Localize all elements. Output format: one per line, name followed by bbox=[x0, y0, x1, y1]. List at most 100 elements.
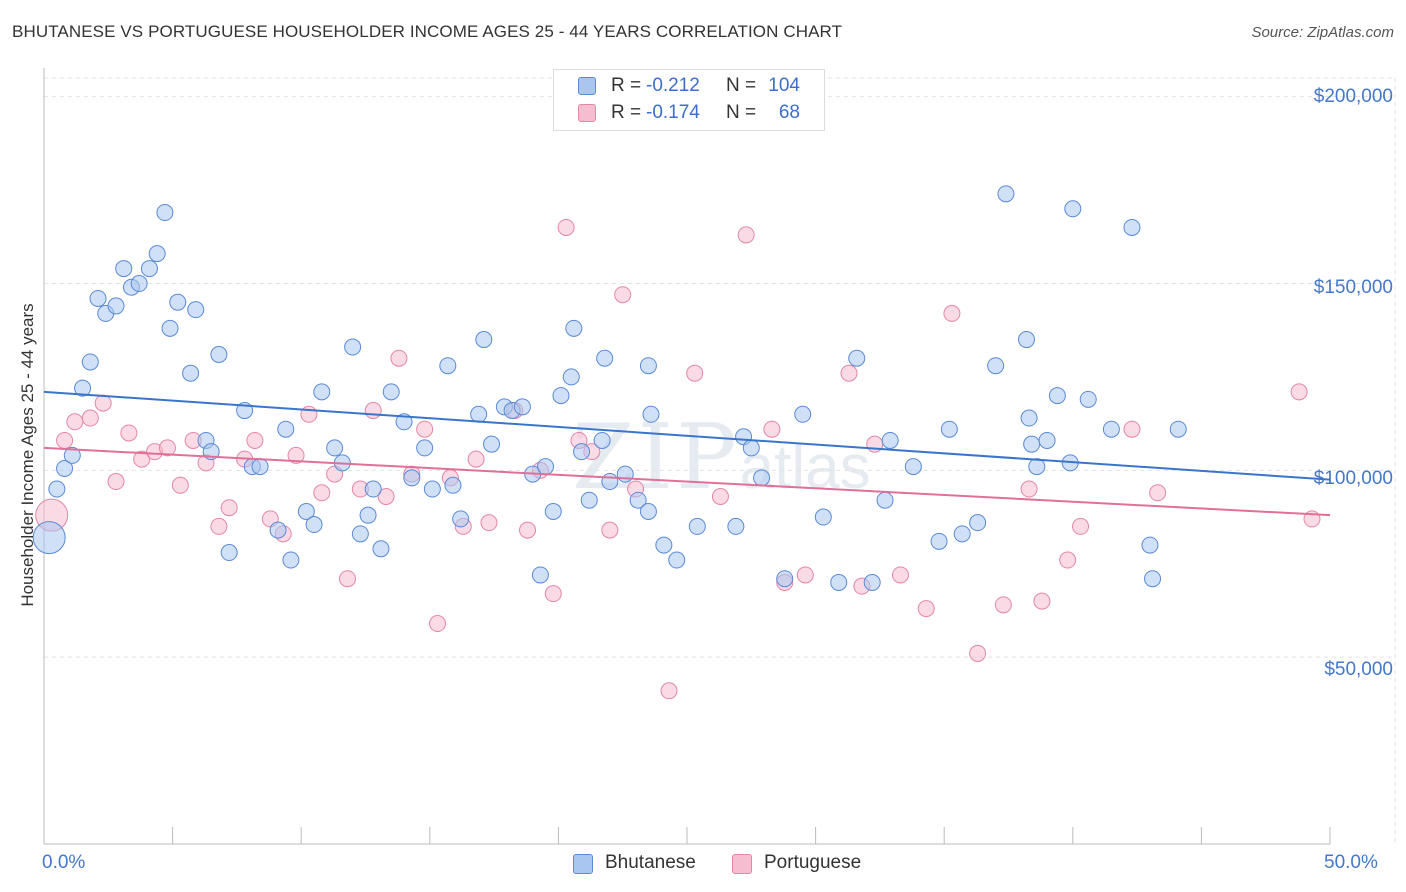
bhutanese-point bbox=[313, 383, 331, 401]
portuguese-point bbox=[56, 431, 74, 449]
source-credit: Source: ZipAtlas.com bbox=[1251, 24, 1394, 41]
y-tick-label-150k: $150,000 bbox=[1313, 277, 1393, 298]
portuguese-point bbox=[544, 585, 562, 603]
stats-n-value-portuguese: 68 bbox=[778, 102, 800, 123]
portuguese-point bbox=[220, 499, 238, 517]
legend-label-portuguese: Portuguese bbox=[764, 852, 862, 873]
bhutanese-point bbox=[364, 480, 382, 498]
portuguese-point bbox=[1149, 484, 1167, 502]
stats-r-label: R = bbox=[611, 102, 642, 123]
bhutanese-point bbox=[580, 491, 598, 509]
bhutanese-point bbox=[552, 387, 570, 405]
bhutanese-point bbox=[544, 502, 562, 520]
bhutanese-point bbox=[470, 405, 488, 423]
portuguese-point bbox=[994, 596, 1012, 614]
portuguese-point bbox=[107, 473, 125, 491]
stats-r-value-bhutanese: -0.212 bbox=[646, 75, 700, 96]
bhutanese-point bbox=[444, 476, 462, 494]
bhutanese-point bbox=[688, 517, 706, 535]
bhutanese-point bbox=[565, 319, 583, 337]
y-tick-label-200k: $200,000 bbox=[1313, 86, 1393, 107]
trend-lines bbox=[43, 390, 1331, 517]
bhutanese-point bbox=[282, 551, 300, 569]
bhutanese-point bbox=[475, 331, 493, 349]
bhutanese-point bbox=[1079, 390, 1097, 408]
bhutanese-point bbox=[876, 491, 894, 509]
portuguese-point bbox=[519, 521, 537, 539]
bhutanese-point bbox=[372, 540, 390, 558]
portuguese-point bbox=[840, 364, 858, 382]
watermark-zip: ZIP bbox=[572, 405, 740, 510]
portuguese-point bbox=[1072, 517, 1090, 535]
bhutanese-point bbox=[1038, 431, 1056, 449]
correlation-stats-box: R = -0.212 N = 104 R = -0.174 N = 68 bbox=[553, 69, 825, 131]
portuguese-point bbox=[81, 409, 99, 427]
bhutanese-point bbox=[210, 346, 228, 364]
bhutanese-point bbox=[639, 357, 657, 375]
bhutanese-point bbox=[1018, 331, 1036, 349]
legend-label-bhutanese: Bhutanese bbox=[605, 852, 696, 873]
portuguese-point bbox=[467, 450, 485, 468]
bhutanese-point bbox=[63, 446, 81, 464]
portuguese-point bbox=[686, 364, 704, 382]
portuguese-point bbox=[390, 349, 408, 367]
portuguese-point bbox=[891, 566, 909, 584]
portuguese-points bbox=[35, 218, 1321, 700]
portuguese-point bbox=[1020, 480, 1038, 498]
bhutanese-point bbox=[81, 353, 99, 371]
portuguese-point bbox=[1123, 420, 1141, 438]
portuguese-point bbox=[614, 286, 632, 304]
stats-r-value-portuguese: -0.174 bbox=[646, 102, 700, 123]
bhutanese-swatch bbox=[578, 77, 596, 95]
portuguese-point bbox=[133, 450, 151, 468]
chart-title: BHUTANESE VS PORTUGUESE HOUSEHOLDER INCO… bbox=[12, 22, 843, 41]
bhutanese-point bbox=[881, 431, 899, 449]
portuguese-swatch bbox=[578, 104, 596, 122]
bhutanese-point bbox=[537, 458, 555, 476]
bhutanese-point bbox=[1028, 458, 1046, 476]
portuguese-point bbox=[313, 484, 331, 502]
bhutanese-point bbox=[439, 357, 457, 375]
bhutanese-point bbox=[182, 364, 200, 382]
bhutanese-point bbox=[483, 435, 501, 453]
bhutanese-point bbox=[1023, 435, 1041, 453]
bhutanese-point bbox=[382, 383, 400, 401]
portuguese-point bbox=[917, 600, 935, 618]
portuguese-point bbox=[171, 476, 189, 494]
bhutanese-point bbox=[1048, 387, 1066, 405]
stats-r-label: R = bbox=[611, 75, 642, 96]
legend-swatch-portuguese bbox=[732, 854, 752, 874]
bhutanese-point bbox=[140, 260, 158, 278]
bhutanese-point bbox=[305, 516, 323, 534]
portuguese-point bbox=[737, 226, 755, 244]
bhutanese-point bbox=[89, 289, 107, 307]
portuguese-point bbox=[1290, 383, 1308, 401]
bhutanese-point bbox=[251, 458, 269, 476]
portuguese-point bbox=[969, 644, 987, 662]
bhutanese-point bbox=[395, 413, 413, 431]
bhutanese-point bbox=[1141, 536, 1159, 554]
bhutanese-point bbox=[753, 469, 771, 487]
bhutanese-point bbox=[1123, 218, 1141, 236]
bhutanese-point bbox=[297, 502, 315, 520]
bhutanese-point bbox=[107, 297, 125, 315]
bhutanese-point bbox=[1020, 409, 1038, 427]
y-tick-label-100k: $100,000 bbox=[1313, 468, 1393, 489]
bhutanese-point bbox=[987, 357, 1005, 375]
bhutanese-point bbox=[593, 431, 611, 449]
bhutanese-point bbox=[1102, 420, 1120, 438]
portuguese-point bbox=[660, 682, 678, 700]
bhutanese-point bbox=[326, 439, 344, 457]
bhutanese-point bbox=[1144, 570, 1162, 588]
legend-swatch-bhutanese bbox=[573, 854, 593, 874]
stats-row-bhutanese: R = -0.212 N = 104 bbox=[554, 74, 824, 100]
bhutanese-point bbox=[639, 502, 657, 520]
bhutanese-point bbox=[220, 544, 238, 562]
portuguese-point bbox=[429, 615, 447, 633]
bhutanese-point bbox=[727, 517, 745, 535]
portuguese-point bbox=[711, 487, 729, 505]
portuguese-point bbox=[158, 439, 176, 457]
bhutanese-point bbox=[794, 405, 812, 423]
bhutanese-point bbox=[416, 439, 434, 457]
bhutanese-point bbox=[969, 514, 987, 532]
